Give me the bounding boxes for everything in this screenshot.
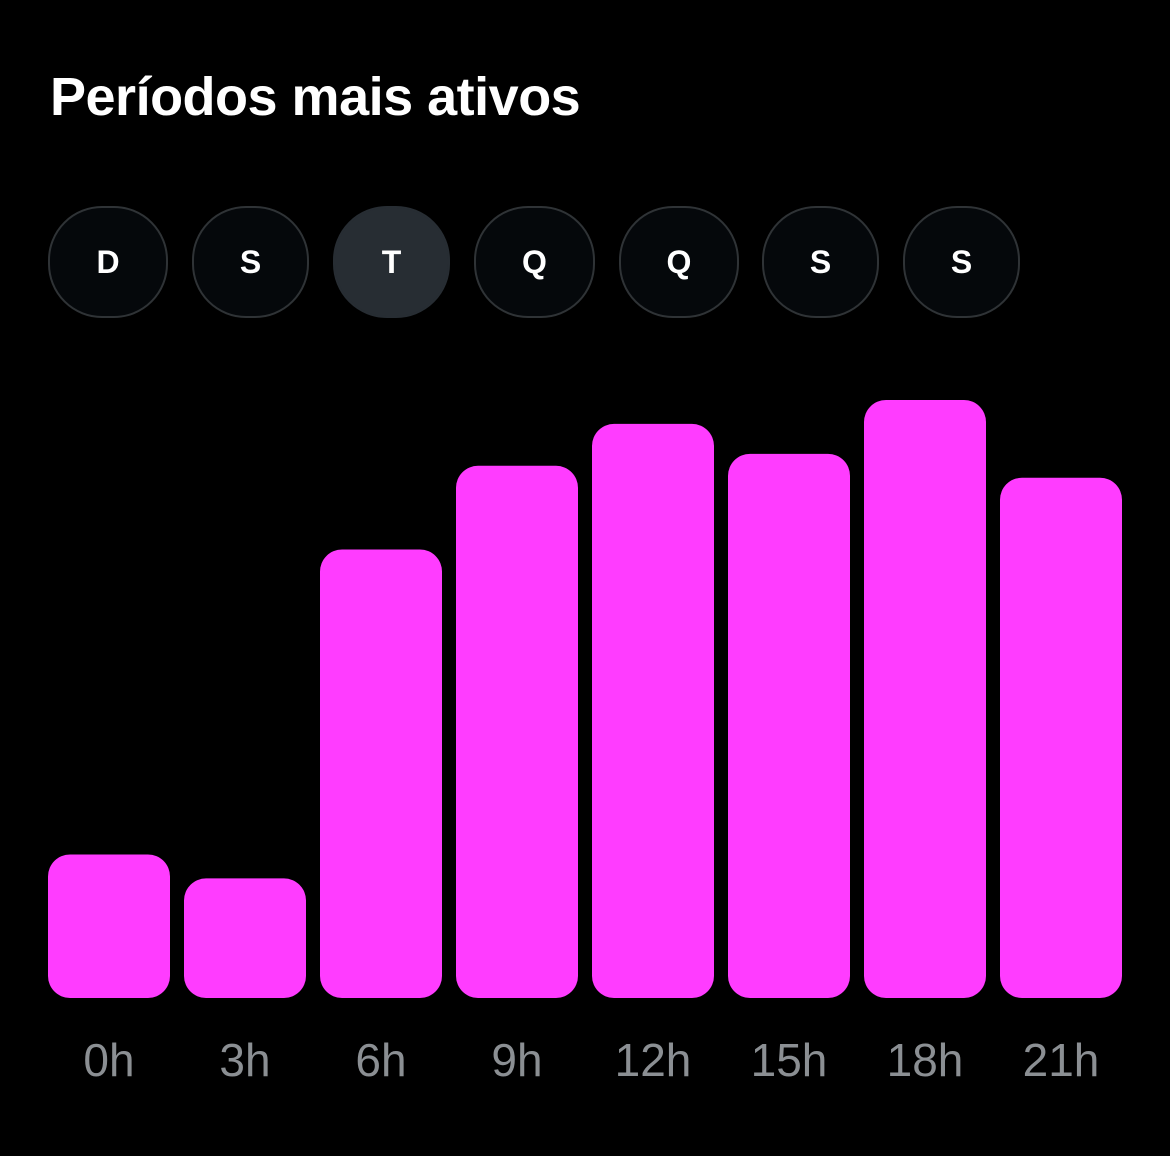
- x-tick-label: 0h: [83, 1034, 134, 1086]
- day-pill-monday[interactable]: S: [192, 206, 309, 318]
- day-pill-friday[interactable]: S: [762, 206, 879, 318]
- day-pill-saturday[interactable]: S: [903, 206, 1020, 318]
- page-title: Períodos mais ativos: [50, 67, 581, 127]
- x-tick-label: 18h: [887, 1034, 964, 1086]
- x-tick-label: 15h: [751, 1034, 828, 1086]
- x-tick-label: 12h: [615, 1034, 692, 1086]
- x-tick-label: 9h: [491, 1034, 542, 1086]
- day-pill-sunday[interactable]: D: [48, 206, 168, 318]
- x-tick-label: 3h: [219, 1034, 270, 1086]
- bar-15h[interactable]: [728, 453, 850, 998]
- bar-18h[interactable]: [864, 400, 986, 998]
- day-pill-thursday[interactable]: Q: [619, 206, 739, 318]
- bar-12h[interactable]: [592, 423, 714, 998]
- bar-9h[interactable]: [456, 465, 578, 998]
- bar-3h[interactable]: [184, 878, 306, 998]
- day-pill-tuesday[interactable]: T: [333, 206, 450, 318]
- day-pill-wednesday[interactable]: Q: [474, 206, 595, 318]
- bar-6h[interactable]: [320, 549, 442, 999]
- bar-0h[interactable]: [48, 854, 170, 998]
- bar-21h[interactable]: [1000, 477, 1122, 998]
- x-tick-label: 6h: [355, 1034, 406, 1086]
- x-tick-label: 21h: [1023, 1034, 1100, 1086]
- day-selector: D S T Q Q S S: [0, 206, 1170, 318]
- activity-bar-chart: 0h 3h 6h 9h 12h 15h 18h 21h: [48, 400, 1122, 1086]
